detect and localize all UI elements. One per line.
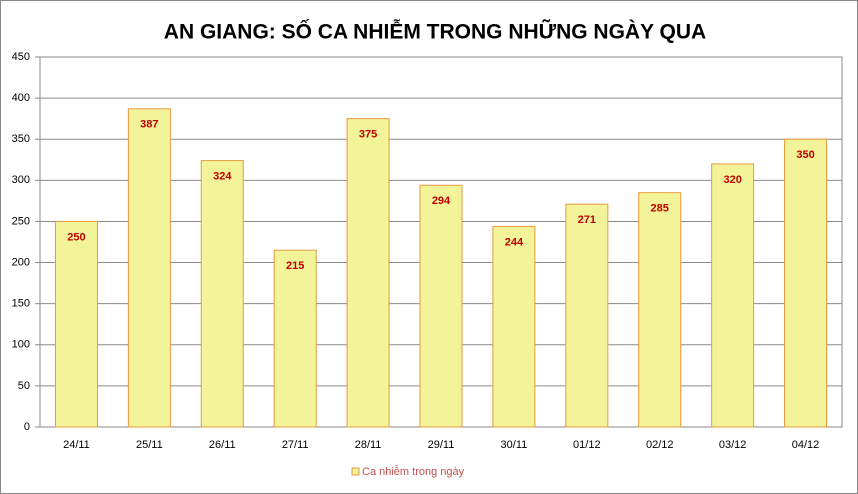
value-label: 320 xyxy=(723,174,741,186)
value-label: 244 xyxy=(505,236,524,248)
y-tick-label: 450 xyxy=(12,51,30,63)
y-tick-label: 100 xyxy=(12,339,30,351)
x-tick-label: 29/11 xyxy=(428,439,455,451)
y-tick-label: 300 xyxy=(12,174,30,186)
value-label: 387 xyxy=(140,119,158,131)
bar xyxy=(638,192,682,428)
value-label: 215 xyxy=(286,260,304,272)
legend-swatch xyxy=(351,467,360,476)
y-tick-label: 200 xyxy=(12,256,30,268)
x-tick-label: 02/12 xyxy=(646,439,674,451)
y-tick-label: 0 xyxy=(24,421,30,433)
y-tick-label: 400 xyxy=(12,92,30,104)
bar xyxy=(784,138,828,428)
y-tick-label: 150 xyxy=(12,298,30,310)
bar xyxy=(127,108,171,428)
y-tick-label: 350 xyxy=(12,133,30,145)
x-tick-label: 01/12 xyxy=(573,439,601,451)
value-label: 324 xyxy=(213,171,232,183)
x-tick-label: 30/11 xyxy=(501,439,528,451)
legend-label: Ca nhiễm trong ngày xyxy=(362,465,465,478)
bar xyxy=(200,160,244,428)
x-tick-label: 03/12 xyxy=(719,439,747,451)
bar xyxy=(565,203,609,428)
bar xyxy=(54,220,98,428)
bar xyxy=(711,163,755,428)
value-label: 375 xyxy=(359,129,377,141)
value-label: 350 xyxy=(796,149,814,161)
chart-title: AN GIANG: SỐ CA NHIỄM TRONG NHỮNG NGÀY Q… xyxy=(164,20,706,44)
bar xyxy=(419,184,463,428)
bar xyxy=(346,118,390,428)
value-label: 294 xyxy=(432,195,451,207)
x-tick-label: 24/11 xyxy=(63,439,90,451)
x-tick-label: 25/11 xyxy=(136,439,163,451)
x-tick-label: 04/12 xyxy=(792,439,820,451)
bar xyxy=(492,225,536,428)
value-label: 250 xyxy=(67,231,85,243)
x-tick-label: 28/11 xyxy=(355,439,382,451)
x-tick-label: 27/11 xyxy=(282,439,309,451)
value-label: 285 xyxy=(651,203,669,215)
x-tick-label: 26/11 xyxy=(209,439,236,451)
bar xyxy=(273,249,317,428)
value-label: 271 xyxy=(578,214,596,226)
y-tick-label: 50 xyxy=(18,380,30,392)
y-tick-label: 250 xyxy=(12,215,30,227)
